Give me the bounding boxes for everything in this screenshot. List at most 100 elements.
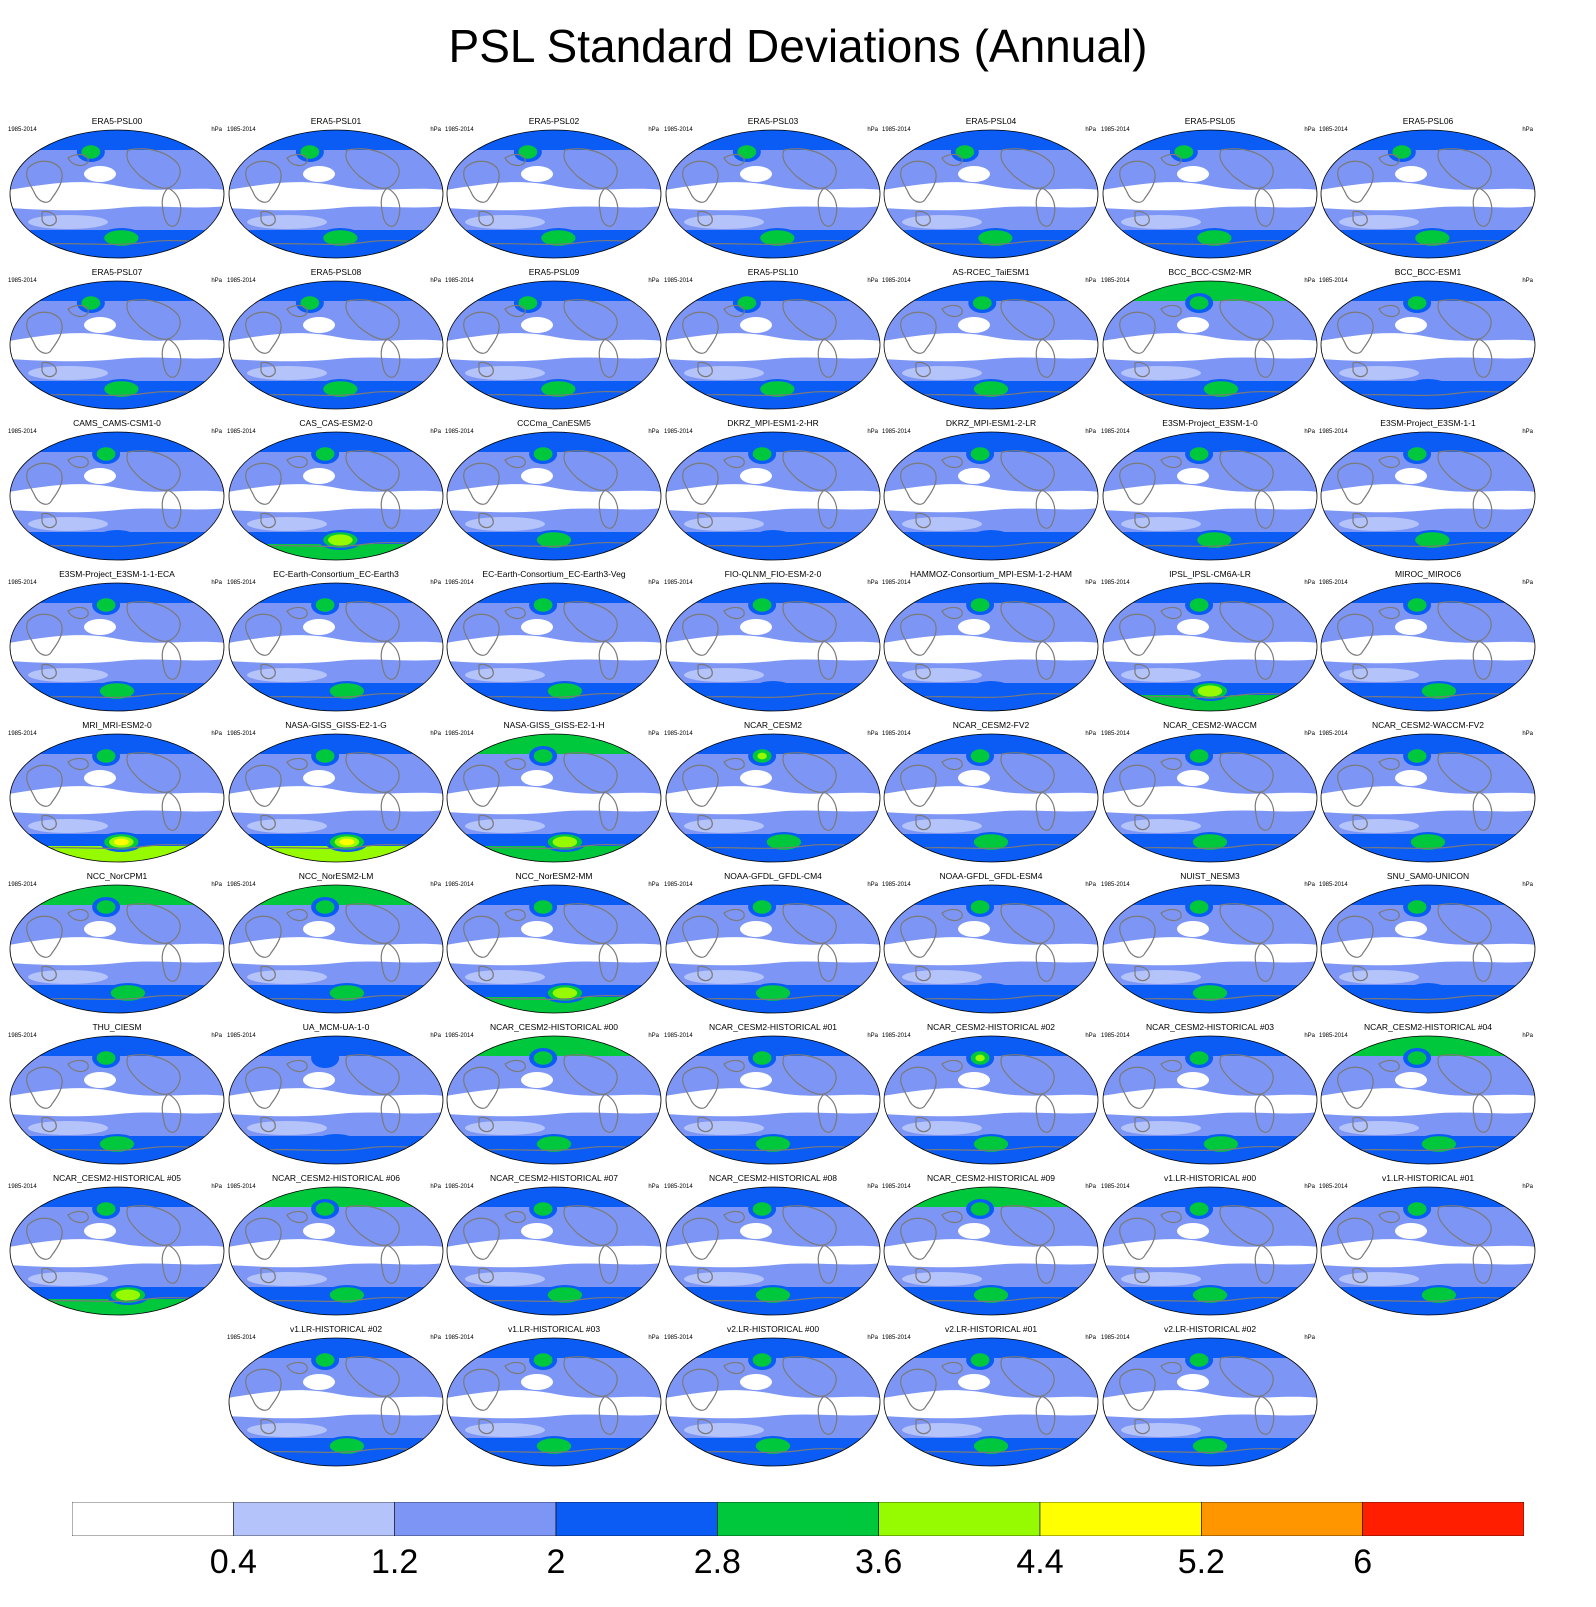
map-border (446, 1035, 662, 1165)
southern-ocean-max (755, 1287, 791, 1303)
panel-title: EC-Earth-Consortium_EC-Earth3-Veg (482, 569, 626, 579)
coastline (598, 187, 619, 227)
colorbar-segment (394, 1502, 557, 1536)
subtropical-low-patch (1177, 921, 1209, 937)
coastline (723, 153, 745, 167)
north-pacific-max (96, 1051, 116, 1065)
coastline (67, 606, 89, 620)
southern-ocean-max (1192, 985, 1228, 1001)
southern-mid-band (684, 1423, 764, 1437)
north-pacific-max (96, 749, 116, 763)
panel-period-label: 1985-2014 (1319, 882, 1348, 888)
panel-title: NCAR_CESM2-HISTORICAL #00 (489, 1022, 618, 1032)
coastline (817, 791, 838, 831)
panel-title: MRI_MRI-ESM2-0 (82, 720, 152, 730)
coastline (598, 1244, 619, 1284)
map-svg (1102, 280, 1318, 410)
north-pacific-max (1407, 447, 1427, 461)
panel-title: ERA5-PSL10 (747, 267, 799, 277)
panel-units-label: hPa (211, 429, 222, 435)
map-panel: NASA-GISS_GISS-E2-1-H 1985-2014 hPa (445, 720, 663, 868)
map-border (1320, 582, 1536, 712)
panel-title: NCAR_CESM2-HISTORICAL #03 (1145, 1022, 1274, 1032)
colorbar-tick-label: 3.6 (855, 1543, 903, 1581)
coastline (1472, 1093, 1493, 1133)
panel-period-label: 1985-2014 (882, 580, 911, 586)
coastline (26, 764, 63, 807)
map-svg (228, 884, 444, 1014)
panel-units-label: hPa (867, 731, 878, 737)
panel-period-label: 1985-2014 (1101, 882, 1130, 888)
coastline (1254, 791, 1275, 831)
subtropical-low-patch (521, 166, 553, 182)
north-pacific-max (1407, 1202, 1427, 1216)
map-panel: ERA5-PSL07 1985-2014 hPa (8, 267, 226, 415)
north-pacific-max (533, 598, 553, 612)
colorbar-segment (1362, 1502, 1524, 1536)
map-svg (446, 1035, 662, 1165)
map-panel: E3SM-Project_E3SM-1-0 1985-2014 hPa (1101, 418, 1319, 566)
coastline (1160, 606, 1182, 620)
coastline (1337, 311, 1374, 354)
map-panel: NCAR_CESM2-HISTORICAL #06 1985-2014 hPa (227, 1173, 445, 1321)
coastline (1160, 1059, 1182, 1073)
southern-mid-band (1121, 668, 1201, 682)
southern-ocean-max (1203, 1136, 1239, 1152)
southern-mid-band (684, 1272, 764, 1286)
southern-ocean-max (969, 983, 1013, 1003)
map-panel: ERA5-PSL01 1985-2014 hPa (227, 116, 445, 264)
north-pacific-max (533, 1202, 553, 1216)
coastline (941, 153, 963, 167)
panel-units-label: hPa (648, 882, 659, 888)
southern-mid-band (28, 1272, 108, 1286)
panel-period-label: 1985-2014 (227, 1335, 256, 1341)
southern-ocean-max (339, 838, 355, 846)
coastline (915, 210, 931, 227)
coastline (260, 1116, 276, 1133)
subtropical-low-patch (84, 1223, 116, 1239)
north-rim-band (447, 130, 661, 150)
southern-mid-band (465, 668, 545, 682)
southern-ocean-max (328, 534, 353, 546)
coastline (161, 942, 182, 982)
map-border (228, 1337, 444, 1467)
tropical-low-band (229, 333, 443, 362)
north-rim-band (666, 281, 880, 301)
map-border (1320, 884, 1536, 1014)
panel-units-label: hPa (648, 1033, 659, 1039)
southern-ocean-max (1415, 230, 1450, 246)
map-panel: NCAR_CESM2-HISTORICAL #03 1985-2014 hPa (1101, 1022, 1319, 1170)
north-pacific-max (1189, 749, 1209, 763)
panel-period-label: 1985-2014 (8, 580, 37, 586)
coastline (478, 1116, 494, 1133)
colorbar-tick-label: 4.4 (1016, 1543, 1064, 1581)
southern-mid-band (1121, 215, 1201, 229)
north-pacific-max (533, 1051, 553, 1065)
subtropical-low-patch (958, 770, 990, 786)
map-svg (9, 280, 225, 410)
tropical-low-band (1321, 937, 1535, 966)
coastline (1254, 1093, 1275, 1133)
map-svg (665, 884, 881, 1014)
coastline (817, 489, 838, 529)
coastline (1035, 1395, 1056, 1435)
north-pacific-max (1407, 1051, 1427, 1065)
north-pacific-max (1174, 145, 1194, 159)
panel-units-label: hPa (1085, 731, 1096, 737)
panel-period-label: 1985-2014 (445, 278, 474, 284)
coastline (67, 153, 89, 167)
southern-ocean-max (541, 381, 576, 397)
southern-mid-band (1339, 970, 1419, 984)
coastline (1134, 1116, 1150, 1133)
coastline (41, 512, 57, 529)
map-border (9, 733, 225, 863)
map-svg (228, 1035, 444, 1165)
panel-units-label: hPa (430, 1335, 441, 1341)
panel-units-label: hPa (430, 580, 441, 586)
map-border (9, 1035, 225, 1165)
panel-period-label: 1985-2014 (227, 731, 256, 737)
coastline (478, 1267, 494, 1284)
tropical-low-band (229, 1088, 443, 1117)
coastline (1337, 160, 1374, 203)
coastline (286, 304, 308, 318)
